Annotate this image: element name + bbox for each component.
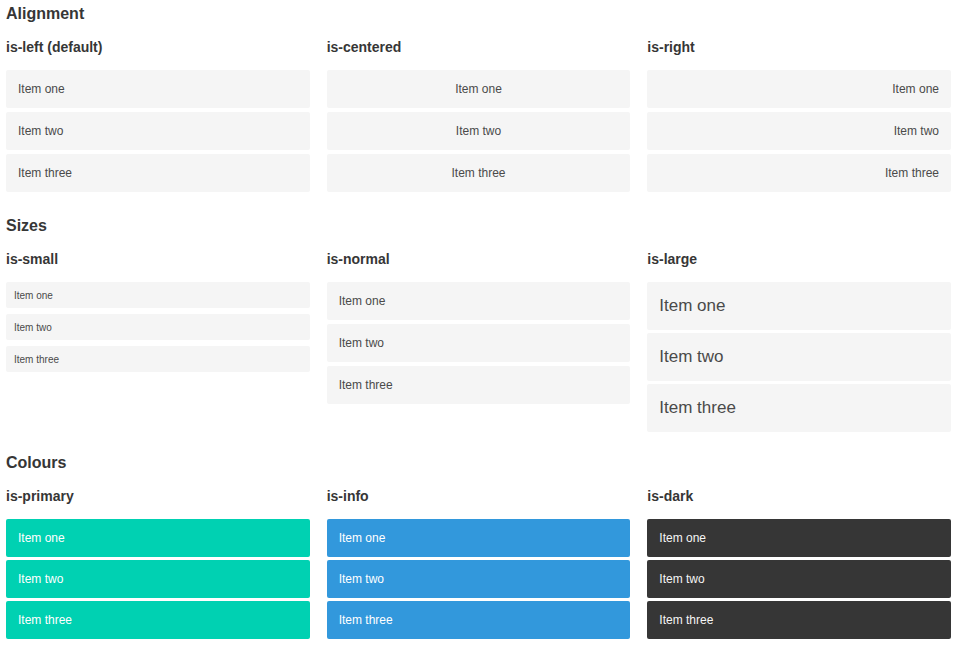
column-is-centered: is-centered Item one Item two Item three <box>327 39 631 192</box>
list-item[interactable]: Item one <box>6 282 310 308</box>
section-colours: Colours is-primary Item one Item two Ite… <box>6 453 951 639</box>
list-item[interactable]: Item three <box>647 601 951 639</box>
list-item[interactable]: Item two <box>6 560 310 598</box>
section-title: Sizes <box>6 216 951 235</box>
list-left: Item one Item two Item three <box>6 70 310 192</box>
column-is-info: is-info Item one Item two Item three <box>327 488 631 639</box>
list-item[interactable]: Item three <box>647 154 951 192</box>
list-item[interactable]: Item one <box>327 519 631 557</box>
column-is-small: is-small Item one Item two Item three <box>6 251 310 372</box>
section-alignment: Alignment is-left (default) Item one Ite… <box>6 4 951 192</box>
list-item[interactable]: Item two <box>647 112 951 150</box>
column-heading: is-large <box>647 251 951 268</box>
section-sizes: Sizes is-small Item one Item two Item th… <box>6 216 951 432</box>
list-item[interactable]: Item two <box>6 314 310 340</box>
list-large: Item one Item two Item three <box>647 282 951 432</box>
column-is-dark: is-dark Item one Item two Item three <box>647 488 951 639</box>
column-heading: is-dark <box>647 488 951 505</box>
list-normal: Item one Item two Item three <box>327 282 631 404</box>
list-primary: Item one Item two Item three <box>6 519 310 639</box>
list-item[interactable]: Item two <box>647 333 951 381</box>
list-item[interactable]: Item one <box>6 70 310 108</box>
list-item[interactable]: Item two <box>327 560 631 598</box>
list-item[interactable]: Item three <box>6 346 310 372</box>
list-dark: Item one Item two Item three <box>647 519 951 639</box>
column-is-right: is-right Item one Item two Item three <box>647 39 951 192</box>
colours-columns: is-primary Item one Item two Item three … <box>6 488 951 639</box>
list-item[interactable]: Item three <box>6 601 310 639</box>
column-heading: is-left (default) <box>6 39 310 56</box>
column-is-primary: is-primary Item one Item two Item three <box>6 488 310 639</box>
list-right: Item one Item two Item three <box>647 70 951 192</box>
list-item[interactable]: Item one <box>6 519 310 557</box>
list-item[interactable]: Item two <box>647 560 951 598</box>
list-item[interactable]: Item one <box>647 519 951 557</box>
list-item[interactable]: Item three <box>327 154 631 192</box>
column-heading: is-info <box>327 488 631 505</box>
list-item[interactable]: Item one <box>327 70 631 108</box>
list-demo-page: Alignment is-left (default) Item one Ite… <box>0 0 960 651</box>
alignment-columns: is-left (default) Item one Item two Item… <box>6 39 951 192</box>
list-item[interactable]: Item one <box>647 70 951 108</box>
section-title: Alignment <box>6 4 951 23</box>
column-heading: is-right <box>647 39 951 56</box>
column-is-left: is-left (default) Item one Item two Item… <box>6 39 310 192</box>
section-title: Colours <box>6 453 951 472</box>
list-small: Item one Item two Item three <box>6 282 310 372</box>
list-item[interactable]: Item two <box>327 324 631 362</box>
list-centered: Item one Item two Item three <box>327 70 631 192</box>
column-heading: is-small <box>6 251 310 268</box>
column-heading: is-centered <box>327 39 631 56</box>
list-item[interactable]: Item three <box>327 601 631 639</box>
list-item[interactable]: Item one <box>647 282 951 330</box>
list-item[interactable]: Item three <box>327 366 631 404</box>
list-info: Item one Item two Item three <box>327 519 631 639</box>
list-item[interactable]: Item two <box>6 112 310 150</box>
column-heading: is-normal <box>327 251 631 268</box>
list-item[interactable]: Item three <box>6 154 310 192</box>
list-item[interactable]: Item one <box>327 282 631 320</box>
column-heading: is-primary <box>6 488 310 505</box>
column-is-normal: is-normal Item one Item two Item three <box>327 251 631 404</box>
sizes-columns: is-small Item one Item two Item three is… <box>6 251 951 432</box>
list-item[interactable]: Item two <box>327 112 631 150</box>
column-is-large: is-large Item one Item two Item three <box>647 251 951 432</box>
list-item[interactable]: Item three <box>647 384 951 432</box>
